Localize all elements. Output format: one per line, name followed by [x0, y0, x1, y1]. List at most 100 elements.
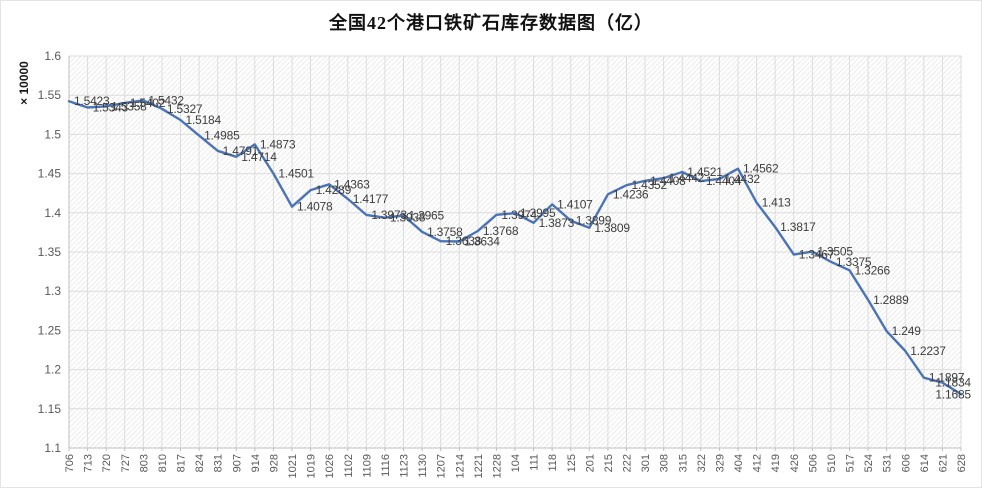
- x-tick-label: 914: [250, 454, 262, 472]
- data-label: 1.4873: [260, 137, 296, 151]
- x-tick-label: 531: [882, 454, 894, 472]
- data-label: 1.1897: [929, 371, 965, 385]
- data-label: 1.1834: [935, 376, 971, 390]
- data-label: 1.4791: [223, 144, 259, 158]
- series-line: [67, 99, 963, 396]
- data-label: 1.3995: [520, 206, 556, 220]
- data-label: 1.3965: [409, 209, 445, 223]
- x-tick-label: 315: [677, 454, 689, 472]
- x-tick-label: 706: [64, 454, 76, 472]
- x-tick-label: 606: [900, 454, 912, 472]
- data-label: 1.3899: [576, 214, 612, 228]
- x-tick-label: 1221: [473, 454, 485, 478]
- data-label: 1.3973: [371, 208, 407, 222]
- data-label: 1.3467: [799, 248, 835, 262]
- x-tick-label: 824: [194, 454, 206, 472]
- data-label: 1.4352: [632, 178, 668, 192]
- x-tick-label: 713: [83, 454, 95, 472]
- data-label: 1.3634: [464, 234, 500, 248]
- x-tick-label: 104: [510, 454, 522, 472]
- data-label: 1.3974: [501, 208, 537, 222]
- data-label: 1.3873: [539, 216, 575, 230]
- x-tick-label: 803: [138, 454, 150, 472]
- data-label: 1.5343: [93, 101, 129, 115]
- x-tick-label: 222: [622, 454, 634, 472]
- data-label: 1.4177: [353, 192, 389, 206]
- x-tick-label: 517: [845, 454, 857, 472]
- x-tick-label: 1116: [380, 454, 392, 477]
- x-tick-label: 118: [547, 454, 559, 472]
- data-label: 1.1685: [935, 387, 971, 401]
- axis-unit-label: × 10000: [17, 61, 31, 105]
- x-tick-label: 201: [584, 454, 596, 472]
- y-tick-label: 1.3: [44, 284, 61, 298]
- y-tick-label: 1.55: [38, 88, 62, 102]
- data-label: 1.4562: [743, 162, 779, 176]
- x-tick-label: 215: [603, 454, 615, 472]
- y-tick-label: 1.45: [38, 167, 62, 181]
- data-label: 1.2889: [873, 293, 909, 307]
- x-tick-label: 928: [268, 454, 280, 472]
- x-tick-label: 614: [919, 454, 931, 472]
- data-label: 1.3758: [427, 225, 463, 239]
- x-tick-label: 1026: [324, 454, 336, 478]
- data-label: 1.5184: [186, 113, 222, 127]
- data-label: 1.5423: [74, 94, 110, 108]
- x-tick-label: 720: [101, 454, 113, 472]
- data-label: 1.249: [892, 324, 922, 338]
- x-tick-label: 524: [863, 454, 875, 472]
- data-label: 1.4432: [724, 172, 760, 186]
- x-tick-label: 111: [529, 454, 541, 471]
- data-label: 1.3817: [780, 220, 816, 234]
- x-tick-label: 831: [213, 454, 225, 472]
- x-tick-label: 301: [640, 454, 652, 472]
- x-tick-label: 506: [807, 454, 819, 472]
- y-tick-label: 1.4: [44, 206, 61, 220]
- x-tick-label: 419: [770, 454, 782, 472]
- y-tick-label: 1.1: [44, 441, 61, 455]
- chart-title: 全国42个港口铁矿石库存数据图（亿）: [329, 13, 653, 33]
- x-tick-label: 1207: [436, 454, 448, 478]
- x-tick-label: 1019: [306, 454, 318, 478]
- data-label: 1.5358: [111, 99, 147, 113]
- x-tick-label: 628: [956, 454, 968, 472]
- data-label: 1.2237: [910, 344, 946, 358]
- x-tick-label: 810: [157, 454, 169, 472]
- x-tick-label: 404: [733, 454, 745, 472]
- y-tick-label: 1.35: [38, 245, 62, 259]
- x-tick-label: 322: [696, 454, 708, 472]
- data-label: 1.3505: [817, 245, 853, 259]
- x-tick-label: 1109: [361, 454, 373, 478]
- data-label: 1.4985: [204, 129, 240, 143]
- data-label: 1.3375: [836, 255, 872, 269]
- x-tick-label: 412: [752, 454, 764, 472]
- data-label: 1.4363: [334, 177, 370, 191]
- data-label: 1.4521: [687, 165, 723, 179]
- x-tick-label: 426: [789, 454, 801, 472]
- data-label: 1.5327: [167, 102, 203, 116]
- data-label: 1.413: [762, 196, 792, 210]
- x-tick-label: 1021: [287, 454, 299, 478]
- x-tick-label: 1102: [343, 454, 355, 478]
- y-tick-label: 1.25: [38, 323, 62, 337]
- data-label: 1.4404: [706, 174, 742, 188]
- y-tick-label: 1.2: [44, 363, 61, 377]
- x-tick-label: 308: [659, 454, 671, 472]
- data-label: 1.3938: [390, 211, 426, 225]
- x-tick-label: 907: [231, 454, 243, 472]
- x-tick-label: 1123: [399, 454, 411, 478]
- data-label: 1.3266: [855, 263, 891, 277]
- y-tick-label: 1.6: [44, 49, 61, 63]
- y-tick-label: 1.15: [38, 402, 62, 416]
- x-tick-label: 1130: [417, 454, 429, 478]
- data-label: 1.4236: [613, 187, 649, 201]
- x-tick-label: 125: [566, 454, 578, 472]
- y-tick-label: 1.5: [44, 127, 61, 141]
- data-label: 1.5432: [148, 94, 184, 108]
- data-label: 1.4714: [241, 150, 277, 164]
- x-tick-label: 1228: [491, 454, 503, 478]
- x-tick-label: 727: [120, 454, 132, 472]
- data-label: 1.4501: [278, 167, 314, 181]
- data-label: 1.5402: [130, 96, 166, 110]
